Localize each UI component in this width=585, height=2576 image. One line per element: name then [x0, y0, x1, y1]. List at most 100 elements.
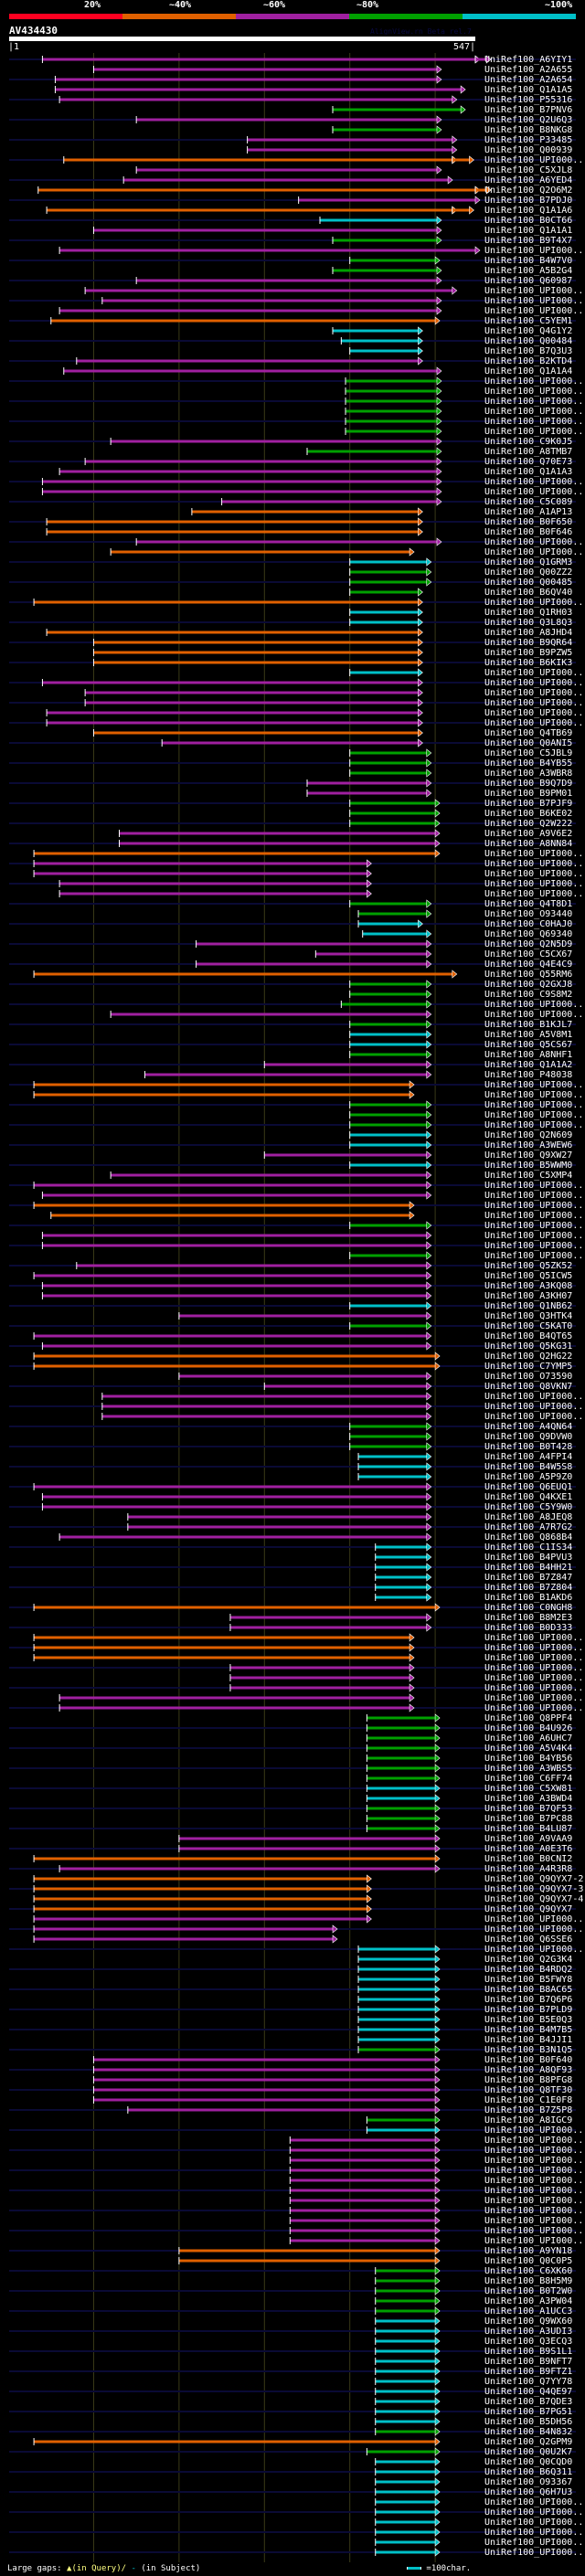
hit-label[interactable]: UniRef100_UPI000.. [484, 1000, 584, 1010]
hit-label[interactable]: UniRef100_A8NHF1 [484, 1050, 573, 1060]
hit-label[interactable]: UniRef100_O73590 [484, 1372, 573, 1382]
hit-label[interactable]: UniRef100_UPI000.. [484, 598, 584, 608]
hit-label[interactable]: UniRef100_UPI000.. [484, 1251, 584, 1261]
hit-label[interactable]: UniRef100_UPI000.. [484, 427, 584, 437]
hit-label[interactable]: UniRef100_UPI000.. [484, 1110, 584, 1120]
hit-label[interactable]: UniRef100_Q2GPM9 [484, 2437, 573, 2447]
hit-label[interactable]: UniRef100_B4PVU3 [484, 1553, 573, 1563]
hit-label[interactable]: UniRef100_UPI000.. [484, 1643, 584, 1653]
hit-label[interactable]: UniRef100_Q00484 [484, 336, 573, 346]
hit-label[interactable]: UniRef100_Q1GRM3 [484, 557, 573, 567]
hit-label[interactable]: UniRef100_UPI000.. [484, 376, 584, 387]
hit-label[interactable]: UniRef100_UPI000.. [484, 879, 584, 889]
hit-label[interactable]: UniRef100_UPI000.. [484, 1703, 584, 1713]
hit-label[interactable]: UniRef100_UPI000.. [484, 2226, 584, 2236]
hit-label[interactable]: UniRef100_UPI000.. [484, 1181, 584, 1191]
hit-label[interactable]: UniRef100_A8QF93 [484, 2065, 573, 2075]
hit-label[interactable]: UniRef100_B8PFG8 [484, 2075, 573, 2085]
hit-label[interactable]: UniRef100_B7PLD9 [484, 2005, 573, 2015]
hit-label[interactable]: UniRef100_UPI000.. [484, 859, 584, 869]
hit-label[interactable]: UniRef100_UPI000.. [484, 1120, 584, 1130]
hit-label[interactable]: UniRef100_A3WEW6 [484, 1140, 573, 1150]
hit-label[interactable]: UniRef100_A3KH07 [484, 1291, 573, 1301]
hit-label[interactable]: UniRef100_B7PNV6 [484, 105, 573, 115]
hit-label[interactable]: UniRef100_UPI000.. [484, 688, 584, 698]
hit-label[interactable]: UniRef100_UPI000.. [484, 1683, 584, 1693]
hit-label[interactable]: UniRef100_B5E0Q3 [484, 2015, 573, 2025]
hit-label[interactable]: UniRef100_A4R3R8 [484, 1864, 573, 1874]
hit-label[interactable]: UniRef100_Q1A1A1 [484, 226, 573, 236]
hit-label[interactable]: UniRef100_UPI000.. [484, 2528, 584, 2538]
hit-label[interactable]: UniRef100_Q3HTK4 [484, 1311, 573, 1321]
hit-label[interactable]: UniRef100_UPI000.. [484, 296, 584, 306]
hit-label[interactable]: UniRef100_O93367 [484, 2477, 573, 2487]
hit-label[interactable]: UniRef100_Q69340 [484, 929, 573, 939]
hit-label[interactable]: UniRef100_B1KJL7 [484, 1020, 573, 1030]
hit-label[interactable]: UniRef100_Q5ICW5 [484, 1271, 573, 1281]
hit-label[interactable]: UniRef100_Q1A1A3 [484, 467, 573, 477]
hit-label[interactable]: UniRef100_B9S1L1 [484, 2347, 573, 2357]
hit-label[interactable]: UniRef100_Q7YY78 [484, 2377, 573, 2387]
hit-label[interactable]: UniRef100_Q2G3K4 [484, 1955, 573, 1965]
hit-label[interactable]: UniRef100_UPI000.. [484, 1090, 584, 1100]
hit-label[interactable]: UniRef100_B7Z804 [484, 1583, 573, 1593]
hit-label[interactable]: UniRef100_Q1RH03 [484, 608, 573, 618]
hit-label[interactable]: UniRef100_Q9WX60 [484, 2316, 573, 2327]
hit-label[interactable]: UniRef100_A4QN64 [484, 1422, 573, 1432]
hit-label[interactable]: UniRef100_B4RDQ2 [484, 1965, 573, 1975]
hit-label[interactable]: UniRef100_C5JBL9 [484, 748, 573, 758]
hit-label[interactable]: UniRef100_B0CNI2 [484, 1854, 573, 1864]
hit-label[interactable]: UniRef100_A3PW04 [484, 2296, 573, 2306]
hit-label[interactable]: UniRef100_Q2HG22 [484, 1352, 573, 1362]
hit-label[interactable]: UniRef100_UPI000.. [484, 678, 584, 688]
hit-label[interactable]: UniRef100_UPI000.. [484, 286, 584, 296]
hit-label[interactable]: UniRef100_Q9QYX7-2 [484, 1874, 584, 1884]
hit-label[interactable]: UniRef100_Q3ECQ3 [484, 2337, 573, 2347]
hit-label[interactable]: UniRef100_UPI000.. [484, 2507, 584, 2518]
hit-label[interactable]: UniRef100_UPI000.. [484, 547, 584, 557]
hit-label[interactable]: UniRef100_A8JHD4 [484, 628, 573, 638]
hit-label[interactable]: UniRef100_UPI000.. [484, 2146, 584, 2156]
hit-label[interactable]: UniRef100_A3BWD4 [484, 1794, 573, 1804]
hit-label[interactable]: UniRef100_Q4T8D1 [484, 899, 573, 909]
hit-label[interactable]: UniRef100_C5YEM1 [484, 316, 573, 326]
hit-label[interactable]: UniRef100_C5XJL8 [484, 165, 573, 175]
hit-label[interactable]: UniRef100_UPI000.. [484, 155, 584, 165]
hit-label[interactable]: UniRef100_C6FF74 [484, 1774, 573, 1784]
hit-label[interactable]: UniRef100_C0HAJ0 [484, 919, 573, 929]
hit-label[interactable]: UniRef100_UPI000.. [484, 849, 584, 859]
hit-label[interactable]: UniRef100_C5Y9W0 [484, 1502, 573, 1512]
hit-label[interactable]: UniRef100_UPI000.. [484, 1080, 584, 1090]
hit-label[interactable]: UniRef100_UPI000.. [484, 1693, 584, 1703]
hit-label[interactable]: UniRef100_C6XK60 [484, 2266, 573, 2276]
hit-label[interactable]: UniRef100_B4LU87 [484, 1824, 573, 1834]
hit-label[interactable]: UniRef100_Q9QYX7-4 [484, 1894, 584, 1904]
hit-label[interactable]: UniRef100_Q1A1A6 [484, 206, 573, 216]
hit-label[interactable]: UniRef100_B0F640 [484, 2055, 573, 2065]
hit-label[interactable]: UniRef100_UPI000.. [484, 1663, 584, 1673]
hit-label[interactable]: UniRef100_UPI000.. [484, 2216, 584, 2226]
hit-label[interactable]: UniRef100_UPI000.. [484, 2176, 584, 2186]
hit-label[interactable]: UniRef100_B4W7V0 [484, 256, 573, 266]
hit-label[interactable]: UniRef100_B0T2W0 [484, 2286, 573, 2296]
hit-label[interactable]: UniRef100_B7Z847 [484, 1573, 573, 1583]
hit-label[interactable]: UniRef100_UPI000.. [484, 407, 584, 417]
hit-label[interactable]: UniRef100_Q9DVW0 [484, 1432, 573, 1442]
hit-label[interactable]: UniRef100_UPI000.. [484, 1653, 584, 1663]
hit-label[interactable]: UniRef100_Q2W222 [484, 819, 573, 829]
hit-label[interactable]: UniRef100_B8H5M9 [484, 2276, 573, 2286]
hit-label[interactable]: UniRef100_UPI000.. [484, 1924, 584, 1935]
hit-label[interactable]: UniRef100_A8NN84 [484, 839, 573, 849]
hit-label[interactable]: UniRef100_A8TMB7 [484, 447, 573, 457]
hit-label[interactable]: UniRef100_Q868B4 [484, 1532, 573, 1542]
hit-label[interactable]: UniRef100_C5XW81 [484, 1784, 573, 1794]
hit-label[interactable]: UniRef100_A1AP13 [484, 507, 573, 517]
hit-label[interactable]: UniRef100_B9PZW5 [484, 648, 573, 658]
hit-label[interactable]: UniRef100_Q5ZK52 [484, 1261, 573, 1271]
hit-label[interactable]: UniRef100_Q2O6M2 [484, 186, 573, 196]
hit-label[interactable]: UniRef100_A3WBR8 [484, 769, 573, 779]
hit-label[interactable]: UniRef100_B9Q7D9 [484, 779, 573, 789]
hit-label[interactable]: UniRef100_A5B2G4 [484, 266, 573, 276]
hit-label[interactable]: UniRef100_Q8PPF4 [484, 1713, 573, 1723]
hit-label[interactable]: UniRef100_B6KE02 [484, 809, 573, 819]
